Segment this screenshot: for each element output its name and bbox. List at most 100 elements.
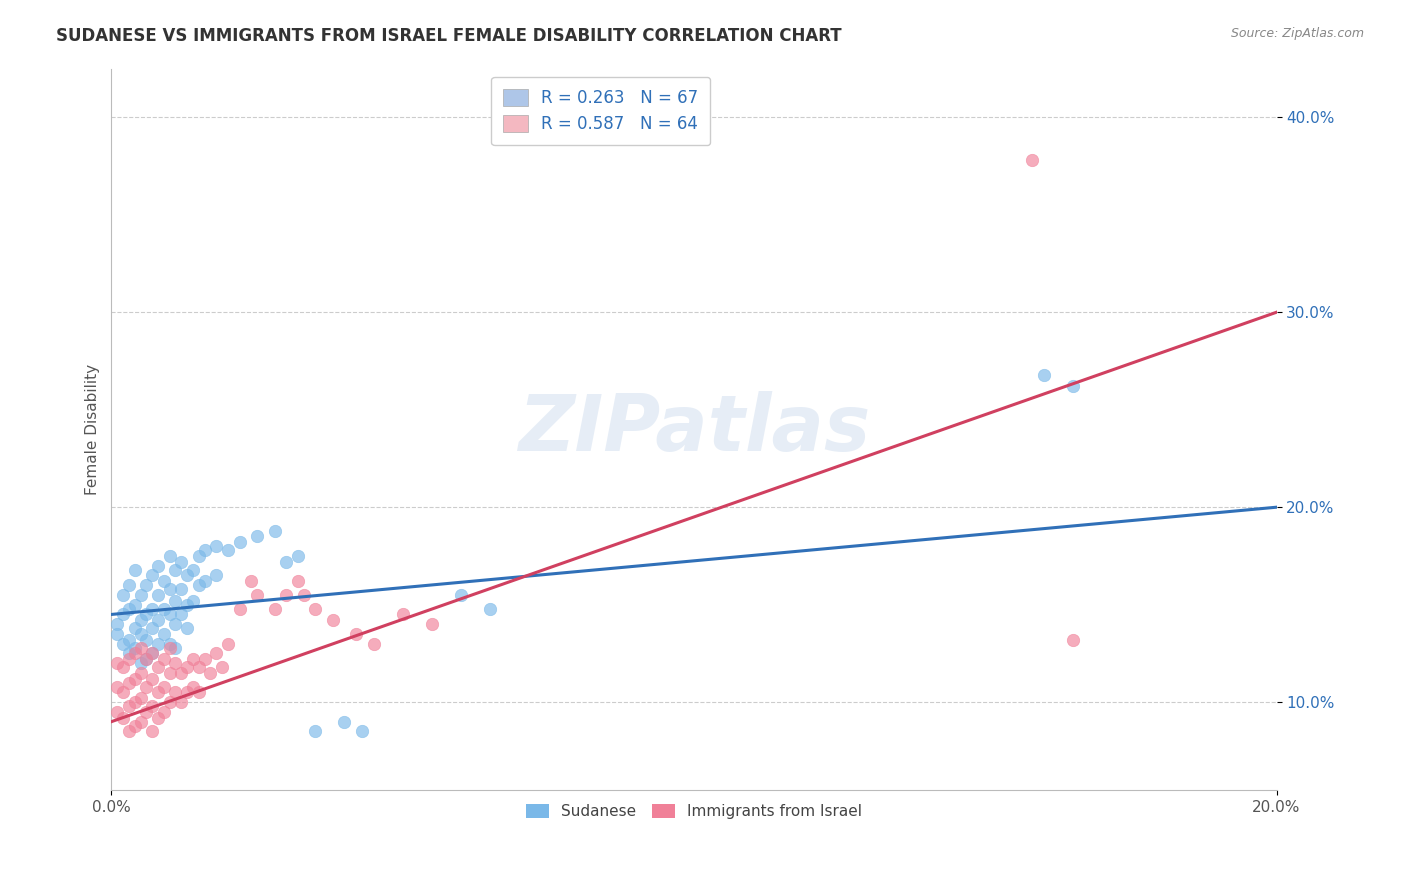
- Point: [350, 724, 373, 739]
- Point: [118, 699, 141, 714]
- Point: [159, 640, 181, 655]
- Point: [112, 685, 135, 699]
- Point: [129, 613, 152, 627]
- Point: [112, 637, 135, 651]
- Point: [124, 563, 146, 577]
- Point: [1062, 632, 1084, 647]
- Point: [228, 535, 250, 549]
- Point: [479, 601, 502, 615]
- Point: [153, 627, 176, 641]
- Point: [211, 660, 233, 674]
- Point: [118, 578, 141, 592]
- Point: [118, 652, 141, 666]
- Point: [159, 549, 181, 563]
- Point: [217, 543, 239, 558]
- Point: [344, 627, 367, 641]
- Point: [153, 680, 176, 694]
- Point: [176, 660, 198, 674]
- Point: [129, 588, 152, 602]
- Point: [159, 582, 181, 596]
- Point: [105, 617, 128, 632]
- Point: [118, 675, 141, 690]
- Point: [146, 711, 169, 725]
- Point: [276, 555, 298, 569]
- Point: [333, 714, 356, 729]
- Point: [217, 637, 239, 651]
- Point: [129, 627, 152, 641]
- Legend: Sudanese, Immigrants from Israel: Sudanese, Immigrants from Israel: [520, 798, 868, 826]
- Point: [181, 680, 204, 694]
- Point: [170, 695, 193, 709]
- Point: [194, 652, 217, 666]
- Point: [141, 647, 163, 661]
- Point: [240, 574, 263, 589]
- Point: [146, 637, 169, 651]
- Point: [165, 617, 187, 632]
- Point: [263, 601, 285, 615]
- Point: [181, 652, 204, 666]
- Point: [124, 598, 146, 612]
- Point: [146, 613, 169, 627]
- Point: [129, 714, 152, 729]
- Point: [135, 652, 157, 666]
- Point: [205, 568, 228, 582]
- Point: [118, 601, 141, 615]
- Point: [112, 660, 135, 674]
- Point: [165, 563, 187, 577]
- Point: [135, 607, 157, 622]
- Point: [287, 549, 309, 563]
- Point: [187, 578, 209, 592]
- Point: [292, 588, 315, 602]
- Point: [124, 695, 146, 709]
- Point: [181, 594, 204, 608]
- Point: [322, 613, 344, 627]
- Point: [146, 588, 169, 602]
- Point: [159, 665, 181, 680]
- Point: [246, 588, 269, 602]
- Text: SUDANESE VS IMMIGRANTS FROM ISRAEL FEMALE DISABILITY CORRELATION CHART: SUDANESE VS IMMIGRANTS FROM ISRAEL FEMAL…: [56, 27, 842, 45]
- Point: [170, 555, 193, 569]
- Point: [187, 660, 209, 674]
- Point: [141, 724, 163, 739]
- Point: [135, 652, 157, 666]
- Point: [118, 632, 141, 647]
- Point: [105, 656, 128, 670]
- Y-axis label: Female Disability: Female Disability: [86, 364, 100, 495]
- Point: [228, 601, 250, 615]
- Point: [153, 705, 176, 719]
- Point: [146, 660, 169, 674]
- Point: [129, 691, 152, 706]
- Point: [141, 672, 163, 686]
- Point: [165, 640, 187, 655]
- Point: [124, 640, 146, 655]
- Point: [146, 685, 169, 699]
- Point: [363, 637, 385, 651]
- Point: [141, 621, 163, 635]
- Point: [135, 632, 157, 647]
- Point: [194, 574, 217, 589]
- Point: [187, 549, 209, 563]
- Point: [146, 558, 169, 573]
- Point: [153, 574, 176, 589]
- Point: [176, 621, 198, 635]
- Point: [276, 588, 298, 602]
- Point: [1032, 368, 1054, 382]
- Point: [246, 529, 269, 543]
- Point: [165, 685, 187, 699]
- Text: Source: ZipAtlas.com: Source: ZipAtlas.com: [1230, 27, 1364, 40]
- Point: [141, 647, 163, 661]
- Point: [205, 647, 228, 661]
- Point: [135, 578, 157, 592]
- Point: [153, 652, 176, 666]
- Point: [118, 724, 141, 739]
- Point: [124, 718, 146, 732]
- Point: [200, 665, 222, 680]
- Point: [135, 680, 157, 694]
- Point: [1062, 379, 1084, 393]
- Point: [112, 607, 135, 622]
- Point: [135, 705, 157, 719]
- Point: [124, 672, 146, 686]
- Point: [165, 594, 187, 608]
- Point: [141, 568, 163, 582]
- Text: ZIPatlas: ZIPatlas: [517, 392, 870, 467]
